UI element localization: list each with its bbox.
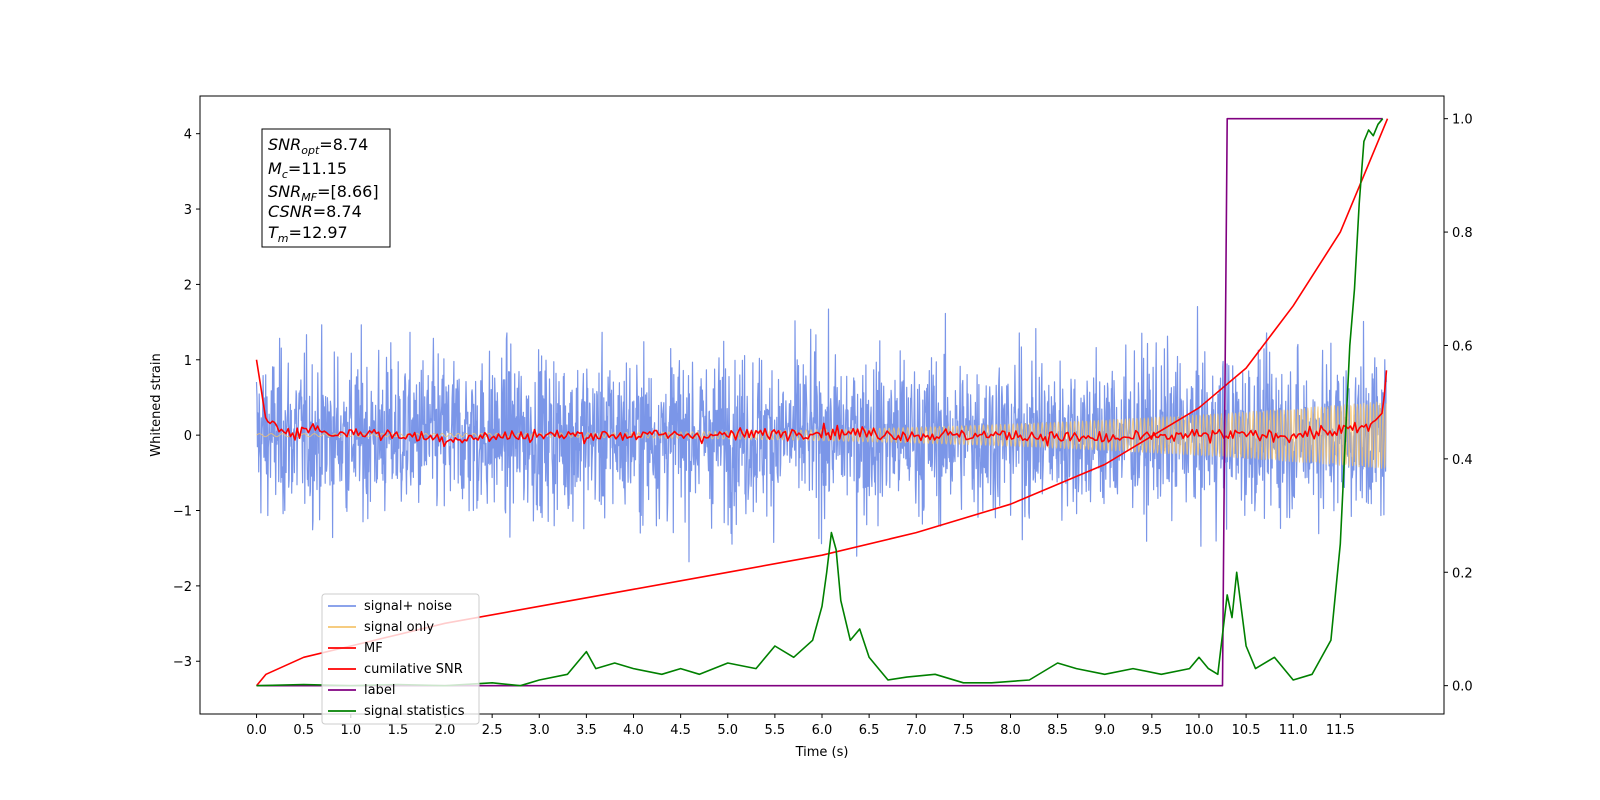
x-tick-label: 9.0: [1094, 723, 1115, 738]
snr-mf-text: SNRMF=[8.66]: [268, 182, 379, 204]
x-tick-label: 11.0: [1279, 723, 1308, 738]
x-tick-label: 8.0: [1000, 723, 1021, 738]
y2-tick-label: 0.2: [1452, 566, 1473, 581]
x-tick-label: 4.0: [623, 723, 644, 738]
x-tick-label: 5.5: [765, 723, 786, 738]
series-line-4: [256, 117, 1383, 687]
x-tick-label: 11.5: [1326, 723, 1355, 738]
series-line-0: [255, 306, 1388, 563]
x-tick-label: 4.5: [670, 723, 691, 738]
x-tick-label: 1.5: [388, 723, 409, 738]
x-tick-label: 3.5: [576, 723, 597, 738]
x-tick-label: 7.5: [953, 723, 974, 738]
x-tick-label: 6.5: [859, 723, 880, 738]
y-axis-label: Whitened strain: [149, 353, 164, 456]
y2-tick-label: 0.0: [1452, 680, 1473, 695]
legend-label: signal+ noise: [364, 599, 452, 614]
series-line-1: [256, 401, 1387, 469]
y2-tick-label: 0.8: [1452, 226, 1473, 241]
x-axis: 0.0 0.5 1.0 1.5 2.0 2.5 3.0 3.5 4.0 4.5 5.0 5.5 6.0 6…: [246, 714, 1355, 738]
y2-tick-label: 0.4: [1452, 453, 1473, 468]
y2-tick-label: 1.0: [1452, 113, 1473, 128]
y-tick-label: 4: [184, 128, 192, 143]
snr-info-box: SNRopt=8.74 Mc=11.15 SNRMF=[8.66] CSNR=8…: [261, 128, 391, 248]
csnr-text: CSNR=8.74: [268, 202, 362, 221]
legend-label: MF: [364, 641, 383, 656]
x-tick-label: 7.0: [906, 723, 927, 738]
y-axis-left: 4 3 2 1 0 −1 −2 −3: [173, 128, 200, 670]
y-tick-label: 1: [184, 354, 192, 369]
x-tick-label: 0.5: [293, 723, 314, 738]
series-line-5: [256, 118, 1384, 687]
x-tick-label: 3.0: [529, 723, 550, 738]
y-tick-label: 2: [184, 278, 192, 293]
x-tick-label: 9.5: [1142, 723, 1163, 738]
y-tick-label: −1: [173, 505, 192, 520]
x-tick-label: 2.5: [482, 723, 503, 738]
legend-label: signal statistics: [364, 704, 465, 719]
series-line-2: [255, 359, 1388, 448]
y-tick-label: −3: [173, 655, 192, 670]
x-axis-label: Time (s): [795, 745, 849, 760]
legend-frame: [321, 593, 480, 725]
snr-opt-text: SNRopt=8.74: [268, 135, 368, 157]
info-box-frame: [261, 128, 391, 248]
x-tick-label: 2.0: [435, 723, 456, 738]
x-tick-label: 1.0: [340, 723, 361, 738]
x-tick-label: 8.5: [1047, 723, 1068, 738]
x-tick-label: 0.0: [246, 723, 267, 738]
legend-label: cumilative SNR: [364, 662, 463, 677]
x-tick-label: 10.5: [1232, 723, 1261, 738]
tm-text: Tm=12.97: [268, 223, 348, 245]
x-tick-label: 10.0: [1184, 723, 1213, 738]
y-tick-label: 3: [184, 203, 192, 218]
y-axis-right: 1.0 0.8 0.6 0.4 0.2 0.0: [1444, 113, 1473, 695]
y-tick-label: 0: [184, 429, 192, 444]
legend: signal+ noise signal only MF cumilative SNR…: [321, 593, 480, 725]
legend-label: signal only: [364, 620, 434, 635]
y2-tick-label: 0.6: [1452, 339, 1473, 354]
x-tick-label: 6.0: [812, 723, 833, 738]
mc-text: Mc=11.15: [268, 159, 347, 181]
legend-label: label: [364, 683, 395, 698]
x-tick-label: 5.0: [717, 723, 738, 738]
y-tick-label: −2: [173, 580, 192, 595]
